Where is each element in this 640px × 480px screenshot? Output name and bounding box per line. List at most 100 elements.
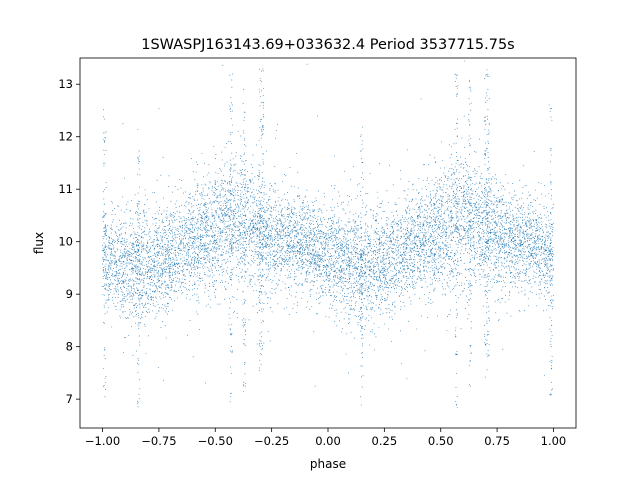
data-point [201,243,203,245]
data-point [349,196,351,198]
data-point [388,262,390,264]
data-point [476,226,477,228]
data-point [201,248,203,250]
data-point [319,260,321,262]
data-point [280,268,282,270]
data-point [539,249,541,251]
data-point [203,234,205,236]
data-point [305,195,307,197]
data-point [202,217,204,219]
data-point [187,252,189,253]
data-point [444,244,446,246]
data-point [223,220,225,222]
data-point [513,247,515,249]
data-point [540,278,542,280]
data-point [110,243,112,245]
data-point [368,280,369,282]
data-point [537,240,539,242]
data-point [241,220,243,222]
data-point [509,248,511,250]
data-point [474,169,476,171]
data-point [234,200,236,202]
data-point [543,247,545,249]
data-point [202,220,204,222]
data-point [432,215,434,217]
data-point [338,274,340,276]
data-point [208,268,210,270]
data-point [520,241,522,243]
data-point [422,223,424,225]
data-point [247,184,249,185]
data-point [204,287,206,289]
data-point [380,260,382,262]
data-point [234,242,236,244]
data-point [311,280,313,282]
data-point [263,217,265,219]
data-point [304,218,306,220]
data-point [306,212,308,214]
data-point [522,248,524,250]
data-point [222,213,224,215]
data-point [423,270,425,272]
data-point [495,249,497,251]
data-point [420,232,422,234]
data-point [151,279,153,280]
data-point [216,247,218,249]
data-point [167,264,169,266]
data-point [142,273,144,275]
data-point [161,264,163,266]
data-point [513,215,515,217]
data-point [237,203,239,205]
data-point [468,237,470,238]
data-point [386,299,388,301]
data-point [295,245,297,247]
data-point [383,270,385,272]
data-point [333,276,334,278]
data-point [228,199,230,201]
data-point [123,254,125,256]
data-point [278,239,279,241]
data-point [357,216,359,218]
data-point [439,199,441,201]
data-point [450,255,452,257]
data-point [240,276,242,278]
data-point [405,262,407,263]
data-point [142,246,144,248]
data-point [261,276,263,278]
data-point [348,218,350,220]
data-point [142,225,144,227]
data-point [349,318,351,320]
data-point [216,210,217,212]
data-point [461,178,463,180]
data-point [213,274,215,276]
data-point [323,241,324,243]
data-point [223,223,225,225]
data-point [158,262,160,264]
data-point [277,237,279,239]
data-point [465,308,466,310]
data-point [547,259,549,261]
data-point [179,243,181,245]
data-point [522,235,524,237]
data-point [320,231,322,233]
data-point [184,232,186,234]
data-point [126,204,128,205]
data-point [347,323,349,324]
data-point [264,231,265,233]
data-point [417,267,419,269]
data-point [413,245,415,247]
data-point [258,253,260,254]
data-point [526,261,528,263]
data-point [279,218,281,220]
data-point [498,270,500,272]
data-point [494,261,496,263]
data-point [377,286,379,288]
data-point [207,219,209,221]
data-point [111,281,113,283]
data-point [421,243,423,245]
data-point [205,244,207,246]
data-point [197,190,198,192]
data-point [293,199,295,201]
data-point [335,247,337,249]
data-point [512,241,514,243]
